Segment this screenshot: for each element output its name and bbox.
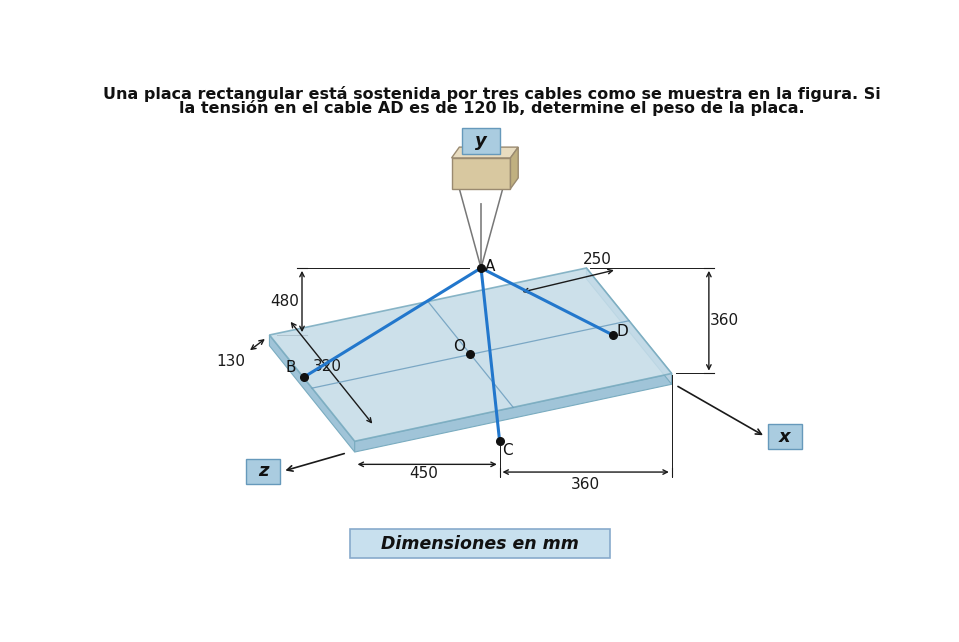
- Text: 360: 360: [710, 313, 739, 328]
- Text: 320: 320: [313, 359, 342, 374]
- Text: 250: 250: [583, 252, 612, 267]
- Polygon shape: [269, 335, 355, 452]
- Text: z: z: [258, 462, 269, 480]
- Text: C: C: [503, 443, 513, 458]
- Polygon shape: [510, 147, 518, 189]
- Text: la tensión en el cable AD es de 120 lb, determine el peso de la placa.: la tensión en el cable AD es de 120 lb, …: [179, 100, 805, 116]
- Text: x: x: [779, 428, 790, 446]
- Text: 130: 130: [216, 354, 246, 369]
- Text: 450: 450: [409, 466, 437, 481]
- Polygon shape: [452, 158, 510, 189]
- FancyBboxPatch shape: [350, 529, 611, 559]
- Text: y: y: [475, 132, 487, 150]
- Polygon shape: [269, 268, 671, 441]
- Text: Una placa rectangular está sostenida por tres cables como se muestra en la figur: Una placa rectangular está sostenida por…: [103, 86, 880, 102]
- Text: Dimensiones en mm: Dimensiones en mm: [382, 535, 579, 553]
- FancyBboxPatch shape: [462, 128, 500, 154]
- Text: D: D: [617, 324, 629, 338]
- Text: O: O: [454, 339, 465, 354]
- Polygon shape: [452, 147, 518, 158]
- Text: A: A: [485, 259, 496, 274]
- FancyBboxPatch shape: [768, 424, 802, 449]
- Polygon shape: [355, 374, 671, 452]
- Polygon shape: [586, 268, 671, 385]
- Text: 360: 360: [572, 477, 600, 492]
- FancyBboxPatch shape: [246, 459, 280, 483]
- Text: 480: 480: [270, 293, 299, 309]
- Text: B: B: [286, 360, 296, 375]
